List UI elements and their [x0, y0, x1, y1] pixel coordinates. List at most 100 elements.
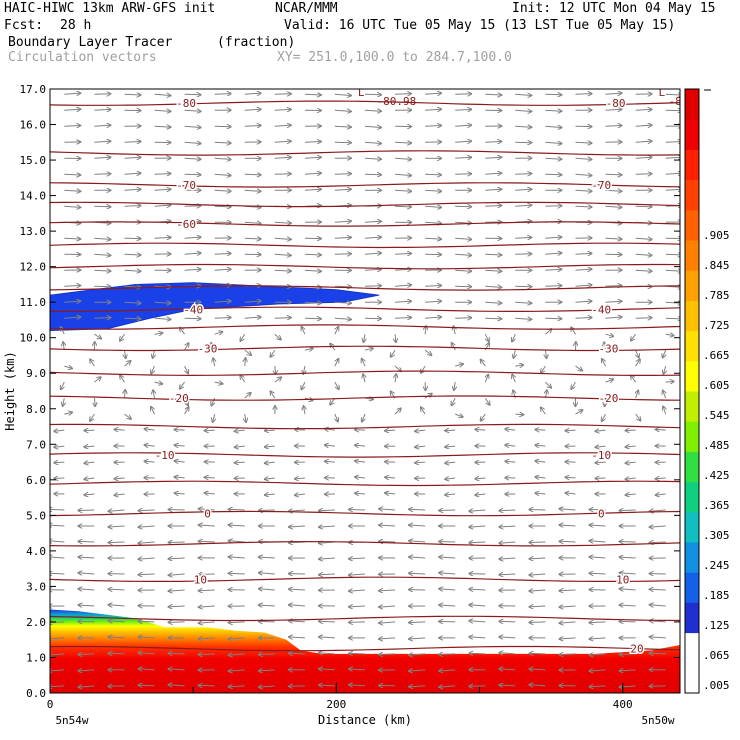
circulation-vector: [235, 462, 245, 463]
circulation-vector: [124, 413, 131, 419]
circulation-vector: [289, 637, 305, 638]
circulation-vector: [635, 413, 641, 420]
circulation-vector: [199, 622, 215, 623]
circulation-vector: [304, 173, 321, 174]
circulation-vector: [560, 622, 576, 623]
circulation-vector: [635, 270, 652, 271]
circulation-vector: [184, 94, 201, 95]
circulation-vector: [455, 364, 463, 366]
circulation-vector: [620, 654, 636, 655]
circulation-vector: [265, 494, 275, 495]
circulation-vector: [469, 653, 486, 654]
circulation-vector: [54, 446, 65, 447]
colorbar-label: .485: [703, 439, 730, 452]
circulation-vector: [94, 318, 110, 319]
circulation-vector: [289, 653, 305, 654]
circulation-vector: [94, 94, 110, 95]
circulation-vector: [349, 590, 366, 591]
contour-label: -10: [591, 449, 611, 462]
circulation-vector: [409, 557, 426, 558]
circulation-vector: [154, 126, 171, 127]
colorbar-segment: [685, 300, 699, 332]
circulation-vector: [319, 526, 335, 527]
circulation-vector: [485, 375, 488, 383]
temperature-contour: [50, 452, 680, 458]
circulation-vector: [535, 461, 546, 462]
circulation-vector: [455, 141, 471, 142]
x-tick-label: 0: [47, 698, 54, 711]
circulation-vector: [499, 685, 516, 686]
temperature-contour: [50, 182, 680, 188]
circulation-vector: [364, 142, 381, 143]
circulation-vector: [169, 558, 185, 559]
circulation-vector: [265, 446, 275, 447]
circulation-vector: [50, 525, 65, 526]
colorbar-label: .245: [703, 559, 730, 572]
circulation-vector: [124, 302, 141, 303]
circulation-vector: [545, 286, 561, 287]
circulation-vector: [274, 141, 291, 142]
circulation-vector: [364, 348, 373, 350]
circulation-vector: [50, 638, 65, 639]
circulation-vector: [304, 302, 321, 303]
circulation-vector: [560, 541, 576, 542]
circulation-vector: [109, 605, 125, 606]
circulation-vector: [244, 222, 261, 223]
y-tick-label: 10.0: [20, 332, 47, 345]
circulation-vector: [274, 174, 291, 175]
circulation-vector: [199, 525, 215, 526]
circulation-vector: [109, 526, 125, 527]
colorbar-frame: [684, 88, 700, 694]
circulation-vector: [349, 669, 366, 670]
circulation-vector: [94, 174, 110, 175]
circulation-vector: [109, 542, 125, 543]
circulation-vector: [590, 509, 606, 510]
circulation-vector: [94, 286, 110, 287]
circulation-vector: [109, 510, 125, 511]
circulation-vector: [259, 589, 275, 590]
circulation-vector: [304, 189, 321, 190]
circulation-vector: [94, 333, 101, 338]
circulation-vector: [421, 365, 426, 373]
circulation-vector: [325, 445, 335, 446]
circulation-vector: [199, 606, 215, 607]
circulation-vector: [154, 189, 171, 190]
circulation-vector: [295, 494, 305, 495]
circulation-vector: [244, 174, 261, 175]
circulation-vector: [64, 238, 80, 239]
colorbar-label: .845: [703, 259, 730, 272]
circulation-vector: [650, 605, 666, 606]
circulation-vector: [274, 377, 281, 383]
circulation-vector: [455, 238, 471, 239]
circulation-vector: [379, 541, 396, 542]
circulation-vector: [244, 301, 261, 302]
xy-range: XY= 251.0,100.0 to 284.7,100.0: [277, 50, 512, 65]
circulation-vector: [153, 390, 155, 399]
circulation-vector: [63, 397, 65, 406]
circulation-vector: [445, 430, 456, 431]
circulation-vector: [455, 157, 471, 158]
circulation-vector: [455, 286, 471, 287]
circulation-vector: [259, 510, 275, 511]
circulation-vector: [485, 302, 501, 303]
circulation-vector: [124, 361, 131, 367]
circulation-vector: [334, 381, 339, 389]
circulation-vector: [364, 110, 381, 111]
circulation-vector: [304, 254, 321, 255]
circulation-vector: [244, 190, 261, 191]
circulation-vector: [259, 605, 275, 606]
circulation-vector: [602, 413, 606, 421]
circulation-vector: [515, 110, 531, 111]
circulation-vector: [335, 359, 339, 367]
circulation-vector: [229, 541, 245, 542]
field1-name: Boundary Layer Tracer: [8, 35, 173, 50]
circulation-vector: [499, 653, 516, 654]
circulation-vector: [169, 606, 185, 607]
contour-label: 20: [630, 643, 643, 656]
colorbar-segment: [685, 602, 699, 634]
contour-label: -30: [198, 342, 218, 355]
circulation-vector: [362, 359, 365, 367]
circulation-vector: [244, 317, 261, 318]
y-tick-label: 13.0: [20, 225, 47, 238]
